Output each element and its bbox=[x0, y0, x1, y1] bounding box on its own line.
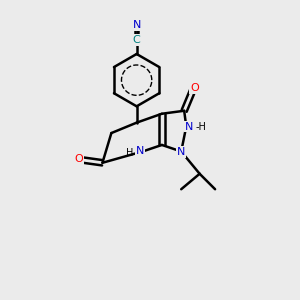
Text: C: C bbox=[133, 35, 140, 45]
Text: H: H bbox=[126, 148, 133, 158]
Text: -H: -H bbox=[196, 122, 207, 132]
Text: N: N bbox=[177, 147, 185, 157]
Text: N: N bbox=[184, 122, 193, 131]
Text: O: O bbox=[190, 83, 199, 93]
Text: N: N bbox=[136, 146, 144, 157]
Text: N: N bbox=[132, 20, 141, 30]
Text: O: O bbox=[74, 154, 83, 164]
